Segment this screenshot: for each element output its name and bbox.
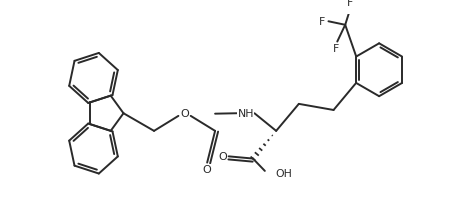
Text: O: O (218, 152, 227, 162)
Text: O: O (180, 109, 189, 119)
Text: O: O (203, 165, 211, 175)
Text: NH: NH (237, 109, 254, 119)
Text: F: F (319, 17, 325, 27)
Text: F: F (347, 0, 353, 8)
Text: OH: OH (275, 169, 292, 179)
Text: F: F (333, 44, 339, 54)
